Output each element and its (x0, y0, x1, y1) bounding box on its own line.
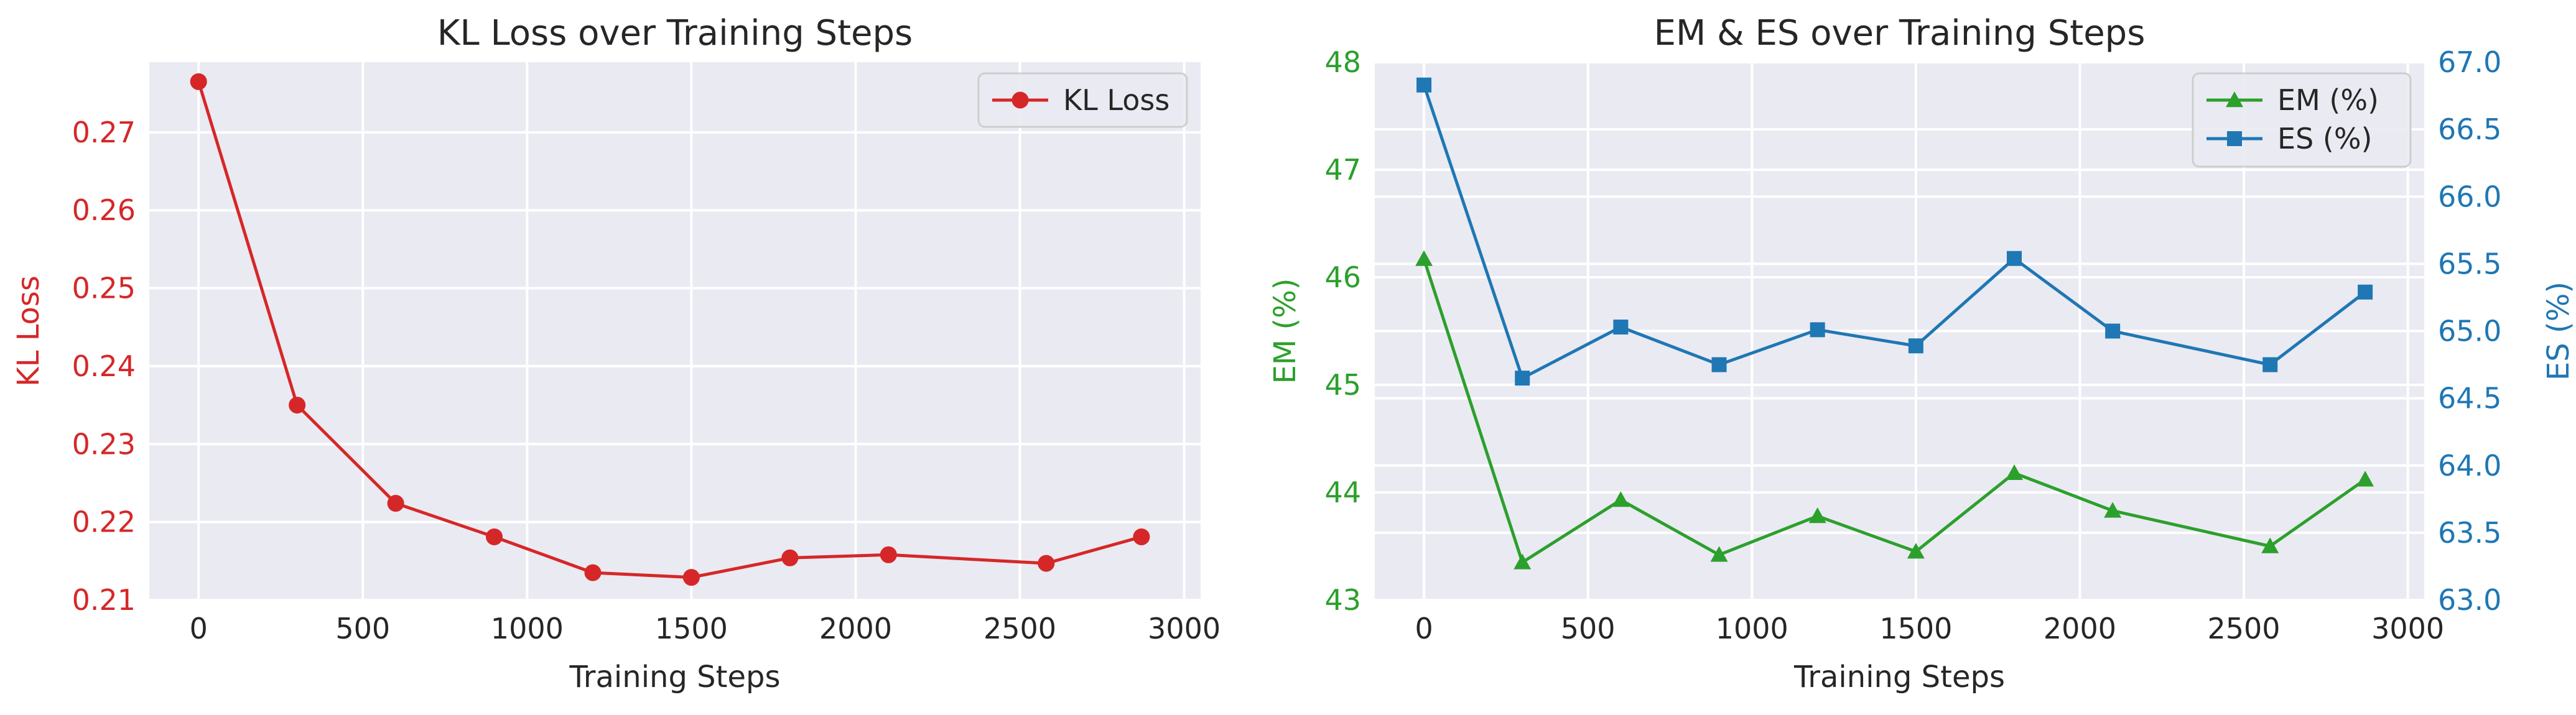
data-point (1808, 507, 1826, 524)
x-tick-label: 0 (190, 612, 208, 645)
legend-marker (2227, 131, 2242, 146)
x-axis-label: Training Steps (569, 660, 781, 694)
y-tick-label: 0.23 (72, 427, 136, 461)
x-tick-label: 2500 (2208, 612, 2281, 645)
x-tick-label: 1500 (655, 612, 728, 645)
data-point (289, 397, 306, 414)
data-point (1514, 553, 1532, 570)
y-tick-label: 47 (1324, 153, 1361, 187)
data-point (880, 546, 897, 563)
y-axis-label: KL Loss (11, 275, 46, 387)
series-line-triangle (1422, 258, 2366, 564)
data-point (1907, 543, 1925, 559)
y-right-tick-label: 64.5 (2438, 382, 2501, 415)
y-tick-label: 0.27 (72, 116, 136, 149)
data-point (1415, 250, 1433, 266)
x-tick-label: 3000 (1148, 612, 1221, 645)
x-tick-label: 2000 (2044, 612, 2116, 645)
x-tick-label: 0 (1415, 612, 1433, 645)
data-point (1908, 338, 1923, 354)
legend-marker (2226, 91, 2243, 108)
data-point (190, 73, 207, 90)
plot-area (149, 62, 1201, 600)
chart-title: EM & ES over Training Steps (1654, 13, 2146, 53)
data-point (2104, 502, 2122, 518)
data-point (2261, 537, 2279, 553)
data-point (2358, 284, 2373, 300)
y-right-tick-label: 65.5 (2438, 247, 2501, 280)
data-point (1515, 371, 1530, 386)
x-tick-label: 1500 (1879, 612, 1952, 645)
data-point (2356, 471, 2374, 487)
y-tick-label: 46 (1324, 261, 1361, 294)
data-point (387, 495, 404, 512)
data-point (1612, 491, 1630, 507)
legend-box (977, 72, 1188, 128)
y-tick-label: 0.24 (72, 349, 136, 383)
x-axis-label: Training Steps (1793, 660, 2005, 694)
y-right-tick-label: 65.0 (2438, 315, 2501, 348)
x-tick-label: 2500 (983, 612, 1056, 645)
chart-title: KL Loss over Training Steps (437, 13, 913, 53)
data-point (486, 528, 503, 545)
data-point (2006, 464, 2024, 481)
y-tick-label: 0.22 (72, 505, 136, 539)
data-point (1810, 322, 1825, 338)
y-tick-label: 43 (1324, 583, 1361, 617)
data-point (1416, 77, 1432, 93)
data-point (2105, 323, 2121, 339)
y-right-axis-label: ES (%) (2541, 282, 2576, 381)
data-point (682, 569, 700, 586)
series-line-square (1422, 84, 2366, 380)
y-tick-label: 0.21 (72, 583, 136, 617)
y-axis-label: EM (%) (1268, 278, 1303, 384)
series-line-circle (197, 81, 1142, 579)
x-tick-label: 1000 (1716, 612, 1788, 645)
data-point (1710, 546, 1728, 562)
y-right-tick-label: 63.5 (2438, 516, 2501, 550)
y-tick-label: 45 (1324, 368, 1361, 402)
x-tick-label: 2000 (819, 612, 892, 645)
x-tick-label: 500 (335, 612, 390, 645)
y-right-tick-label: 64.0 (2438, 449, 2501, 482)
y-tick-label: 44 (1324, 476, 1361, 509)
data-point (584, 564, 602, 581)
y-right-tick-label: 63.0 (2438, 583, 2501, 617)
legend-box (2192, 72, 2412, 168)
x-tick-label: 3000 (2371, 612, 2444, 645)
legend-label: KL Loss (1063, 83, 1169, 117)
x-tick-label: 500 (1561, 612, 1616, 645)
y-tick-label: 48 (1324, 45, 1361, 79)
data-point (781, 549, 799, 566)
y-tick-label: 0.25 (72, 272, 136, 305)
y-right-tick-label: 66.0 (2438, 180, 2501, 213)
data-point (1038, 555, 1055, 572)
data-point (1133, 528, 1150, 545)
y-right-tick-label: 66.5 (2438, 113, 2501, 146)
data-point (1613, 320, 1629, 335)
y-right-tick-label: 67.0 (2438, 45, 2501, 79)
data-point (2262, 357, 2278, 372)
legend-label: ES (%) (2277, 122, 2373, 155)
x-tick-label: 1000 (491, 612, 564, 645)
data-point (2007, 251, 2022, 266)
y-tick-label: 0.26 (72, 193, 136, 227)
data-point (1711, 357, 1727, 372)
legend-marker (1011, 91, 1029, 109)
legend-label: EM (%) (2277, 83, 2379, 117)
